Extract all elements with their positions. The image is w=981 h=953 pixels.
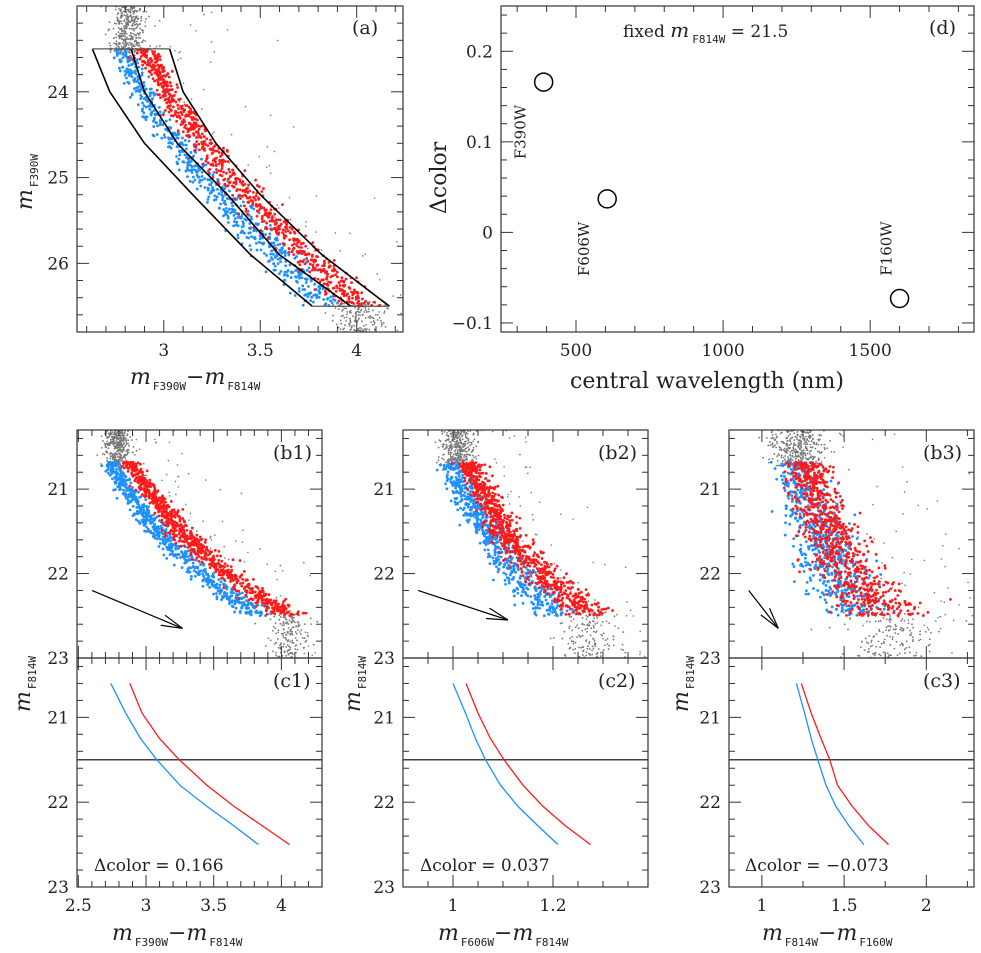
fiducial-line	[800, 683, 889, 846]
y-tick-label: 22	[373, 793, 395, 813]
panel-c3-delta-color: Δcolor = −0.073	[745, 856, 889, 876]
panel-a-axes: 3 3.5 4 24 25 26	[47, 5, 404, 361]
panel-a-ylabel: mF390W	[13, 154, 41, 210]
y-tick-label: 0.1	[466, 133, 493, 153]
fiducial-line	[452, 683, 559, 846]
y-tick-label: 23	[373, 878, 395, 898]
bottom-right-ylabel: mF814W	[669, 656, 697, 712]
y-tick-label: 26	[47, 254, 69, 274]
x-tick-label: 1	[756, 896, 767, 916]
panel-c2-fiducials: 1 1.2 21 22 23 (c2) Δcolor = 0.037 m F606W−m F…	[373, 657, 649, 949]
y-tick-label: 22	[47, 565, 69, 585]
panel-tag-c1: (c1)	[273, 670, 311, 692]
y-tick-label: 21	[373, 480, 395, 500]
y-tick-label: 22	[47, 793, 69, 813]
panel-d-annotation: fixed m F814W = 21.5	[623, 18, 788, 46]
y-tick-label: 24	[47, 83, 69, 103]
x-tick-label: 500	[560, 341, 592, 361]
y-tick-label: 21	[699, 708, 721, 728]
y-tick-label: 21	[47, 480, 69, 500]
panel-d-axes: 500 1000 1500 −0.1 0 0.1 0.2	[452, 5, 975, 361]
panel-b3-cmd: 21 22 23 (b3)	[699, 429, 975, 669]
data-point-F160W	[889, 288, 910, 309]
y-tick-label: 22	[373, 565, 395, 585]
x-tick-label: 3.5	[200, 896, 227, 916]
panel-b1-cmd: 21 22 23 (b1)	[47, 429, 323, 669]
panel-tag-b1: (b1)	[273, 442, 312, 464]
panel-c2-delta-color: Δcolor = 0.037	[420, 856, 550, 876]
x-tick-label: 2.5	[65, 896, 92, 916]
data-point-F606W	[597, 189, 617, 209]
x-tick-label: 3	[158, 341, 169, 361]
panel-d-delta-color: F390W F606W F160W 500 1000 1500 −0.1 0 0.1 0.2 (…	[427, 5, 975, 394]
y-tick-label: 23	[47, 878, 69, 898]
panel-tag-d: (d)	[929, 17, 956, 39]
y-tick-label: 25	[47, 169, 69, 189]
panel-d-ylabel: Δcolor	[427, 141, 452, 214]
panel-tag-b2: (b2)	[598, 442, 637, 464]
bottom-left-ylabel: mF814W	[11, 656, 39, 712]
panel-c3-xlabel: m F814W−m F160W	[762, 921, 893, 949]
y-tick-label: 21	[373, 708, 395, 728]
reddening-arrow-icon	[91, 589, 183, 630]
panel-d-xlabel: central wavelength (nm)	[570, 369, 844, 394]
fiducial-line	[110, 683, 259, 846]
fiducial-line	[129, 683, 290, 846]
panel-c1-fiducials: 2.5 3 3.5 4 21 22 23 (c1) Δcolor = 0.166 m F390…	[47, 657, 323, 949]
y-tick-label: −0.1	[452, 314, 493, 334]
y-tick-label: 23	[699, 649, 721, 669]
panel-tag-b3: (b3)	[923, 442, 962, 464]
panel-b2-cmd: 21 22 23 (b2)	[373, 429, 649, 669]
panel-c1-delta-color: Δcolor = 0.166	[94, 856, 224, 876]
panel-a-cmd: 3 3.5 4 24 25 26 (a) m F390W−m F814W mF390W	[13, 5, 404, 393]
y-tick-label: 22	[699, 565, 721, 585]
y-tick-label: 21	[699, 480, 721, 500]
y-tick-label: 23	[373, 649, 395, 669]
reddening-arrow-icon	[417, 589, 509, 621]
x-tick-label: 3.5	[247, 341, 274, 361]
x-tick-label: 4	[276, 896, 287, 916]
fiducial-line	[465, 683, 591, 846]
x-tick-label: 1500	[849, 341, 892, 361]
x-tick-label: 1000	[701, 341, 744, 361]
y-tick-label: 23	[699, 878, 721, 898]
y-tick-label: 0.2	[466, 42, 493, 62]
y-tick-label: 22	[699, 793, 721, 813]
panel-tag-c3: (c3)	[923, 670, 961, 692]
panel-c2-xlabel: m F606W−m F814W	[438, 921, 569, 949]
data-point-F390W	[533, 72, 554, 92]
bottom-mid-ylabel: mF814W	[341, 656, 369, 712]
filter-label: F606W	[575, 221, 593, 276]
filter-label: F390W	[512, 104, 530, 159]
y-tick-label: 21	[47, 708, 69, 728]
filter-label: F160W	[878, 221, 896, 276]
x-tick-label: 4	[351, 341, 362, 361]
panel-d-points: F390W F606W F160W	[512, 72, 910, 309]
y-tick-label: 0	[482, 223, 493, 243]
fiducial-line	[795, 683, 865, 846]
panel-a-xlabel: m F390W−m F814W	[130, 365, 261, 393]
x-tick-label: 1.2	[539, 896, 566, 916]
x-tick-label: 1.5	[831, 896, 858, 916]
x-tick-label: 1	[448, 896, 459, 916]
panel-tag-a: (a)	[352, 17, 378, 39]
reddening-arrow-icon	[748, 590, 779, 629]
selection-box	[91, 48, 390, 307]
y-tick-label: 23	[47, 649, 69, 669]
panel-tag-c2: (c2)	[598, 670, 636, 692]
x-tick-label: 2	[921, 896, 932, 916]
panel-c3-fiducials: 1 1.5 2 21 22 23 (c3) Δcolor = −0.073 m F814W−…	[699, 657, 975, 949]
x-tick-label: 3	[141, 896, 152, 916]
panel-c1-xlabel: m F390W−m F814W	[112, 921, 243, 949]
